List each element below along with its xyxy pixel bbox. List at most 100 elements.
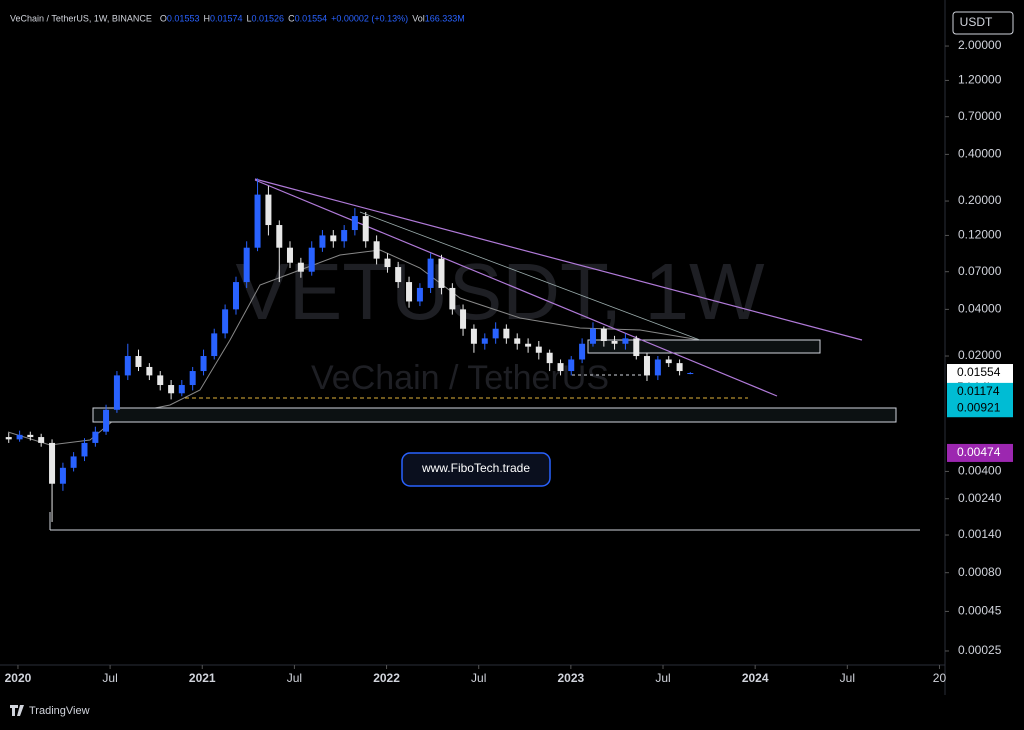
- legend-value: 0.01553: [167, 13, 200, 23]
- candle-body: [676, 363, 683, 372]
- y-tick-label: 0.07000: [958, 264, 1002, 278]
- candle-body: [438, 258, 445, 288]
- x-tick-label: Jul: [655, 671, 670, 685]
- legend-key: Vol: [412, 13, 425, 23]
- x-tick-label: Jul: [102, 671, 117, 685]
- price-label: 0.00474: [957, 445, 1001, 459]
- watermark-name: VeChain / TetherUS: [311, 359, 609, 397]
- candle-body: [470, 328, 477, 344]
- link-text[interactable]: www.FiboTech.trade: [421, 461, 530, 475]
- link-box[interactable]: [401, 452, 551, 487]
- price-label: 0.01554: [957, 365, 1001, 379]
- candle-body: [611, 341, 618, 344]
- candle-body: [535, 346, 542, 353]
- currency-label[interactable]: USDT: [960, 15, 993, 29]
- legend-value: 0.01526: [252, 13, 285, 23]
- x-axis: 2020 Jul 2021 Jul 2022 Jul 2023 Jul 2024 Jul 20: [5, 665, 947, 685]
- candle-body: [276, 225, 283, 248]
- candle-body: [330, 235, 337, 242]
- candle-body: [525, 343, 532, 347]
- x-tick-label: 20: [933, 671, 947, 685]
- candle-body: [622, 338, 629, 344]
- trendline: [254, 178, 863, 341]
- candle-body: [70, 456, 77, 468]
- candle-body: [168, 385, 175, 394]
- watermark: VETUSDT, 1W VeChain / TetherUS: [236, 247, 765, 397]
- y-tick-label: 0.00140: [958, 527, 1002, 541]
- candle-body: [5, 437, 12, 440]
- y-tick-label: 1.20000: [958, 73, 1002, 87]
- candle-body: [81, 442, 88, 457]
- x-tick-label: Jul: [287, 671, 302, 685]
- link-badge[interactable]: www.FiboTech.trade: [401, 452, 551, 487]
- candle-body: [416, 287, 423, 302]
- candle-body: [297, 262, 304, 272]
- footer-bar: [0, 696, 1024, 725]
- candle-body: [38, 437, 45, 443]
- candle-body: [341, 230, 348, 242]
- candle-body: [492, 328, 499, 339]
- candle-body: [449, 287, 456, 310]
- candle-body: [633, 338, 640, 357]
- y-tick-label: 0.00240: [958, 491, 1002, 505]
- y-tick-label: 0.12000: [958, 228, 1002, 242]
- candle-body: [113, 375, 120, 410]
- legend-key: L: [247, 13, 252, 23]
- candle-body: [178, 385, 185, 394]
- legend-value: 0.01554: [295, 13, 328, 23]
- footer-text: TradingView: [29, 705, 90, 717]
- x-tick-label: 2020: [5, 671, 32, 685]
- candle-body: [286, 247, 293, 263]
- candle-body: [49, 442, 56, 484]
- x-tick-label: 2022: [373, 671, 400, 685]
- candle-body: [200, 356, 207, 372]
- candle-body: [460, 309, 467, 329]
- y-tick-label: 0.02000: [958, 348, 1002, 362]
- x-tick-label: Jul: [840, 671, 855, 685]
- price-label: 0.00921: [957, 400, 1001, 414]
- x-tick-label: Jul: [471, 671, 486, 685]
- candle-body: [654, 359, 661, 376]
- trendline: [254, 179, 778, 397]
- candle-body: [232, 282, 239, 310]
- y-tick-label: 0.00080: [958, 565, 1002, 579]
- y-axis: 2.00000 1.20000 0.70000 0.40000 0.20000 0.120…: [945, 38, 1002, 657]
- y-tick-label: 0.70000: [958, 109, 1002, 123]
- legend-key: H: [203, 13, 210, 23]
- candle-body: [103, 409, 110, 432]
- legend: VeChain / TetherUS, 1W, BINANCE O 0.01553…: [10, 13, 465, 23]
- candles: [5, 178, 694, 522]
- legend-value: 0.01574: [210, 13, 243, 23]
- x-tick-label: 2024: [742, 671, 769, 685]
- candle-body: [568, 359, 575, 372]
- y-tick-label: 0.00025: [958, 643, 1002, 657]
- candle-body: [643, 356, 650, 376]
- legend-value: 166.333M: [425, 13, 465, 23]
- candle-body: [406, 282, 413, 302]
- candle-body: [222, 309, 229, 334]
- currency-button[interactable]: [952, 11, 1014, 35]
- candle-body: [351, 216, 358, 231]
- price-label-box: [947, 382, 1013, 401]
- candle-body: [135, 356, 142, 367]
- candle-body: [579, 343, 586, 360]
- candle-body: [319, 235, 326, 248]
- zone-box: [92, 407, 897, 423]
- candle-body: [254, 194, 261, 248]
- watermark-symbol: VETUSDT, 1W: [236, 247, 765, 336]
- candle-body: [157, 375, 164, 386]
- candle-body: [481, 338, 488, 344]
- trendline: [359, 211, 701, 341]
- candle-body: [146, 366, 153, 376]
- price-label: 0.01174: [957, 384, 1000, 398]
- y-tick-label: 0.40000: [958, 147, 1002, 161]
- candle-body: [27, 434, 34, 438]
- legend-key: C: [288, 13, 295, 23]
- legend-change: +0.00002 (+0.13%): [331, 13, 408, 23]
- candle-body: [362, 216, 369, 242]
- logo: [10, 705, 24, 716]
